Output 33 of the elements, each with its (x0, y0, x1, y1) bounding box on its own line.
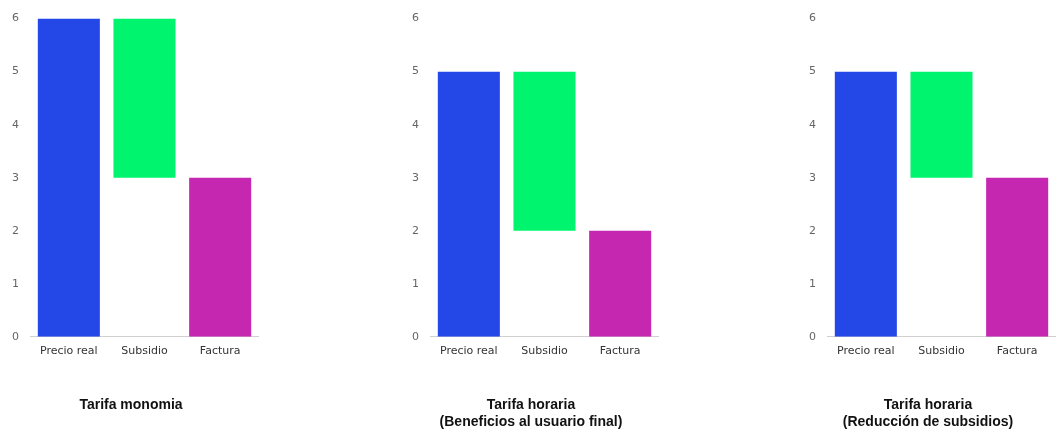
y-tick-label: 1 (12, 276, 19, 290)
y-tick-label: 2 (809, 223, 816, 237)
x-tick-label: Factura (599, 344, 641, 358)
x-tick-label: Precio real (40, 344, 98, 358)
y-tick-label: 5 (412, 64, 419, 78)
text: Tarifa horaria (Beneficios al usuario final) (438, 396, 624, 430)
x-tick-label: Precio real (440, 344, 498, 358)
y-tick-label: 2 (12, 223, 19, 237)
x-tick-label: Subsidio (918, 344, 966, 358)
x-tick-label: Subsidio (121, 344, 169, 358)
x-tick-label: Factura (996, 344, 1038, 358)
y-tick-label: 0 (412, 329, 419, 343)
y-tick-label: 5 (809, 64, 816, 78)
x-tick-label: Subsidio (521, 344, 569, 358)
y-tick-label: 6 (12, 11, 19, 25)
text: Tarifa horaria (Reducción de subsidios) (841, 396, 1015, 430)
text: Tarifa monomia (78, 396, 184, 413)
x-tick-label: Precio real (837, 344, 895, 358)
y-tick-label: 5 (12, 64, 19, 78)
y-tick-label: 1 (809, 276, 816, 290)
y-tick-label: 6 (412, 11, 419, 25)
y-tick-label: 0 (12, 329, 19, 343)
y-tick-label: 2 (412, 223, 419, 237)
x-tick-label: Factura (199, 344, 241, 358)
y-tick-label: 4 (412, 117, 419, 131)
y-tick-label: 6 (809, 11, 816, 25)
y-tick-label: 1 (412, 276, 419, 290)
y-tick-label: 3 (412, 170, 419, 184)
y-tick-label: 0 (809, 329, 816, 343)
y-tick-label: 4 (809, 117, 816, 131)
y-tick-label: 3 (809, 170, 816, 184)
y-tick-label: 4 (12, 117, 19, 131)
y-tick-label: 3 (12, 170, 19, 184)
